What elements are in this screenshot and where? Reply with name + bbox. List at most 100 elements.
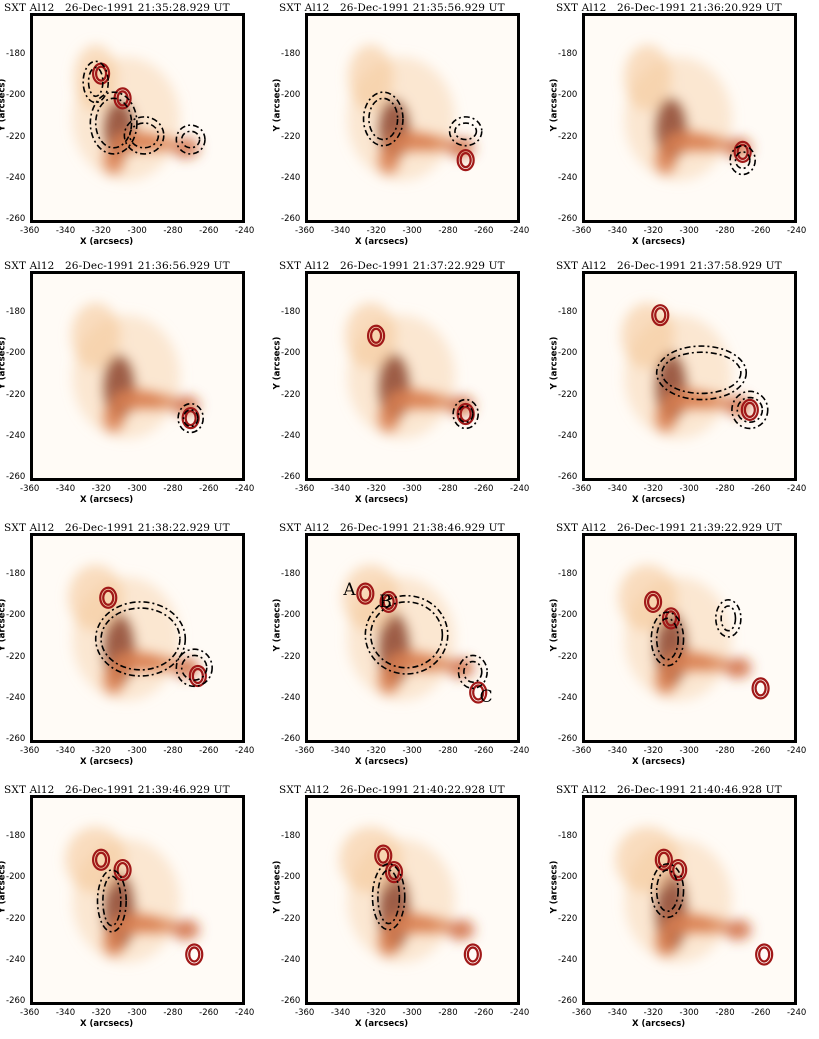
y-tick-label: -180 <box>281 307 301 318</box>
hxr-contour <box>99 586 118 609</box>
hxr-contour <box>755 943 774 966</box>
y-tick-label: -240 <box>281 430 301 441</box>
x-tick-label: -340 <box>55 1008 76 1018</box>
y-tick-label: -220 <box>281 389 301 400</box>
y-tick-label: -240 <box>6 430 26 441</box>
x-tick-label: -260 <box>199 746 219 756</box>
x-tick-label: -240 <box>510 746 530 756</box>
y-tick-label: -220 <box>558 913 578 924</box>
hxr-contour <box>646 593 660 610</box>
x-tick-label: -300 <box>127 746 147 756</box>
x-tick-label: -280 <box>163 226 183 236</box>
x-axis-label: X (arcsecs) <box>632 237 686 247</box>
y-tick-label: -260 <box>558 995 578 1006</box>
hxr-contour <box>657 851 670 868</box>
panel-title: SXT Al12 26-Dec-1991 21:39:46.929 UT <box>4 784 230 796</box>
hxr-contour <box>184 410 197 427</box>
sxt-image <box>72 44 206 181</box>
hxr-contour <box>456 149 475 172</box>
sxt-image <box>347 44 483 181</box>
hxr-contour <box>94 851 108 868</box>
x-tick-label: -300 <box>679 484 699 494</box>
x-tick-label: -300 <box>679 226 699 236</box>
lxr-contour <box>714 599 742 638</box>
x-tick-label: -320 <box>643 484 663 494</box>
lxr-contour <box>650 863 685 919</box>
panel-3: SXT Al12 26-Dec-1991 21:36:20.929 UT Y (a… <box>549 0 819 257</box>
y-tick-label: -240 <box>281 954 301 965</box>
emission-blob <box>624 839 732 963</box>
x-tick-label: -260 <box>751 746 771 756</box>
y-tick-label: -240 <box>6 172 26 183</box>
hxr-contour <box>384 861 404 884</box>
panel-1: SXT Al12 26-Dec-1991 21:35:28.929 UT Y (a… <box>0 0 270 257</box>
lxr-contour <box>123 116 165 155</box>
x-tick-label: -340 <box>330 746 351 756</box>
x-tick-label: -240 <box>787 1008 807 1018</box>
x-tick-label: -360 <box>20 484 40 494</box>
emission-blob <box>624 315 732 439</box>
panel-title: SXT Al12 26-Dec-1991 21:39:22.929 UT <box>556 522 782 534</box>
hxr-contour <box>654 848 673 871</box>
x-tick-label: -300 <box>679 1008 699 1018</box>
y-axis-label: Y (arcsecs) <box>0 78 8 132</box>
y-axis-label: Y (arcsecs) <box>0 336 8 390</box>
emission-blob <box>347 315 455 439</box>
sxt-image <box>345 302 480 439</box>
y-tick-label: -240 <box>281 692 301 703</box>
hxr-contour <box>463 943 482 966</box>
x-tick-label: -360 <box>295 226 315 236</box>
hxr-contour <box>669 858 688 882</box>
x-tick-label: -240 <box>235 1008 255 1018</box>
x-tick-label: -320 <box>366 746 386 756</box>
x-tick-label: -320 <box>366 226 386 236</box>
x-tick-label: -300 <box>679 746 699 756</box>
y-tick-label: -260 <box>281 213 301 224</box>
lxr-contour <box>371 863 406 931</box>
lxr-contour <box>731 390 769 430</box>
x-axis-label: X (arcsecs) <box>632 757 686 767</box>
x-tick-label: -320 <box>91 484 111 494</box>
x-tick-label: -280 <box>163 746 183 756</box>
x-tick-label: -280 <box>163 484 183 494</box>
sxt-image <box>621 302 769 439</box>
y-tick-label: -180 <box>6 49 26 60</box>
lxr-contour <box>655 617 679 661</box>
y-tick-label: -220 <box>6 651 26 662</box>
hxr-contour <box>116 861 129 879</box>
hxr-contour <box>459 152 472 169</box>
lxr-contour <box>182 409 199 428</box>
x-tick-label: -320 <box>91 226 111 236</box>
hxr-contour <box>359 585 372 602</box>
x-tick-label: -360 <box>20 226 40 236</box>
hxr-contour <box>94 65 108 82</box>
x-tick-label: -260 <box>751 1008 771 1018</box>
y-tick-label: -180 <box>281 831 301 842</box>
x-tick-label: -300 <box>127 226 147 236</box>
y-tick-label: -200 <box>558 90 578 101</box>
sxt-image <box>65 826 204 966</box>
x-tick-label: -320 <box>366 484 386 494</box>
x-tick-label: -260 <box>474 226 494 236</box>
hxr-contour <box>754 680 767 697</box>
y-axis-label: Y (arcsecs) <box>549 336 560 390</box>
panel-11: SXT Al12 26-Dec-1991 21:40:22.928 UT Y (a… <box>272 782 545 1039</box>
y-axis-label: Y (arcsecs) <box>549 598 560 652</box>
y-tick-label: -240 <box>558 430 578 441</box>
x-tick-label: -300 <box>402 226 422 236</box>
y-tick-label: -180 <box>281 49 301 60</box>
y-tick-label: -260 <box>6 471 26 482</box>
hxr-contour <box>651 304 670 327</box>
x-tick-label: -300 <box>402 484 422 494</box>
image-plot <box>582 271 797 481</box>
image-plot <box>305 271 520 481</box>
panel-5: SXT Al12 26-Dec-1991 21:37:22.929 UT Y (a… <box>272 258 545 515</box>
hxr-contour <box>181 407 200 430</box>
hxr-contour <box>672 861 685 879</box>
x-tick-label: -240 <box>510 1008 530 1018</box>
y-tick-label: -200 <box>6 90 26 101</box>
x-tick-label: -280 <box>438 746 458 756</box>
x-tick-label: -360 <box>572 746 592 756</box>
hxr-contour <box>387 864 401 881</box>
sxt-image <box>339 826 482 966</box>
